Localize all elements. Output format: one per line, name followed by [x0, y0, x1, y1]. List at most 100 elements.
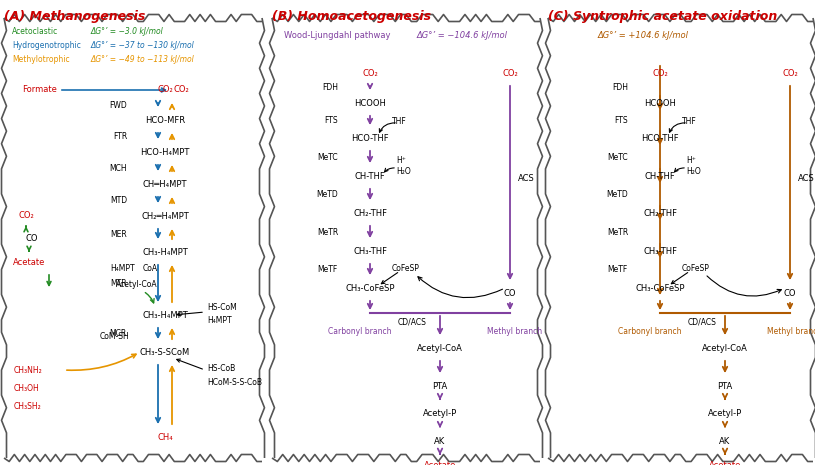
Text: ΔG°’ = −49 to −113 kJ/mol: ΔG°’ = −49 to −113 kJ/mol [90, 55, 194, 65]
Text: CO: CO [26, 233, 38, 243]
Text: MCR: MCR [110, 329, 127, 338]
Text: MCH: MCH [109, 164, 127, 173]
Text: H₄MPT: H₄MPT [207, 315, 231, 325]
Text: Carbonyl branch: Carbonyl branch [619, 326, 682, 336]
Text: FTR: FTR [112, 132, 127, 140]
Text: (A) Methanogenesis: (A) Methanogenesis [4, 10, 145, 23]
Text: CH₂-THF: CH₂-THF [353, 208, 387, 218]
Text: FTS: FTS [615, 116, 628, 125]
Text: HCO-THF: HCO-THF [641, 133, 679, 142]
Text: PTA: PTA [433, 381, 447, 391]
Text: CoA: CoA [143, 264, 157, 272]
Text: MeTD: MeTD [316, 190, 338, 199]
Text: FDH: FDH [322, 84, 338, 93]
Text: MeTC: MeTC [607, 153, 628, 161]
Text: CD/ACS: CD/ACS [398, 317, 427, 326]
Text: Methylotrophic: Methylotrophic [12, 55, 69, 65]
Text: CH₃-THF: CH₃-THF [643, 246, 677, 255]
Text: H⁺: H⁺ [396, 155, 406, 165]
Text: ACS: ACS [798, 173, 815, 182]
Text: CH₃-CoFeSP: CH₃-CoFeSP [635, 284, 685, 292]
Text: CH₃OH: CH₃OH [14, 384, 40, 392]
Text: H⁺: H⁺ [686, 155, 696, 165]
Text: CO₂: CO₂ [502, 68, 518, 78]
Text: AK: AK [720, 437, 730, 445]
Text: HCoM-S-S-CoB: HCoM-S-S-CoB [207, 378, 262, 386]
Text: FDH: FDH [612, 84, 628, 93]
Text: MeTC: MeTC [317, 153, 338, 161]
Text: CO₂: CO₂ [362, 68, 378, 78]
Text: CoFeSP: CoFeSP [392, 264, 420, 272]
Text: HCO-H₄MPT: HCO-H₄MPT [140, 147, 190, 157]
Text: HCO-MFR: HCO-MFR [145, 115, 185, 125]
Text: CH₃-H₄MPT: CH₃-H₄MPT [142, 311, 188, 319]
Text: CD/ACS: CD/ACS [688, 317, 717, 326]
Text: HCO-THF: HCO-THF [351, 133, 389, 142]
Text: Acetyl-P: Acetyl-P [423, 408, 457, 418]
Text: HS-CoM: HS-CoM [207, 303, 236, 312]
Text: ΔG°’ = −3.0 kJ/mol: ΔG°’ = −3.0 kJ/mol [90, 27, 163, 36]
Text: MeTF: MeTF [608, 265, 628, 274]
Text: Methyl branch: Methyl branch [487, 326, 543, 336]
Text: CO₂: CO₂ [18, 211, 34, 219]
FancyBboxPatch shape [551, 21, 810, 455]
Text: Acetate: Acetate [424, 460, 456, 465]
Text: MTR: MTR [110, 279, 127, 288]
Text: CH₃-S-SCoM: CH₃-S-SCoM [140, 347, 190, 357]
Text: FWD: FWD [109, 100, 127, 109]
Text: MER: MER [110, 230, 127, 239]
Text: Wood-Ljungdahl pathway: Wood-Ljungdahl pathway [284, 32, 390, 40]
Text: CH₃SH₂: CH₃SH₂ [14, 401, 42, 411]
Text: Acetyl-P: Acetyl-P [708, 408, 742, 418]
Text: AK: AK [434, 437, 446, 445]
Text: Acetyl-CoA: Acetyl-CoA [702, 344, 748, 352]
Text: H₄MPT: H₄MPT [111, 264, 135, 272]
Text: MeTR: MeTR [317, 227, 338, 237]
Text: CH₃-THF: CH₃-THF [353, 246, 387, 255]
Text: ΔG°’ = +104.6 kJ/mol: ΔG°’ = +104.6 kJ/mol [598, 32, 689, 40]
Text: ΔG°’ = −37 to −130 kJ/mol: ΔG°’ = −37 to −130 kJ/mol [90, 41, 194, 51]
Text: CH₃NH₂: CH₃NH₂ [14, 365, 42, 374]
Text: CoFeSP: CoFeSP [682, 264, 710, 272]
Text: CH₂═H₄MPT: CH₂═H₄MPT [141, 212, 189, 220]
Text: CH₄: CH₄ [157, 432, 173, 441]
Text: HCOOH: HCOOH [644, 99, 676, 107]
Text: MTD: MTD [110, 195, 127, 205]
FancyBboxPatch shape [275, 21, 537, 455]
Text: Acetyl-CoA: Acetyl-CoA [117, 279, 158, 288]
Text: Acetate: Acetate [709, 460, 741, 465]
Text: THF: THF [682, 117, 697, 126]
Text: PTA: PTA [717, 381, 733, 391]
Text: MeTF: MeTF [318, 265, 338, 274]
Text: Formate: Formate [22, 86, 57, 94]
Text: CO₂: CO₂ [652, 68, 667, 78]
Text: CH-THF: CH-THF [355, 172, 385, 180]
Text: FTS: FTS [324, 116, 338, 125]
FancyBboxPatch shape [7, 21, 259, 455]
Text: H₂O: H₂O [396, 166, 411, 175]
Text: CO₂: CO₂ [782, 68, 798, 78]
Text: CH₃-H₄MPT: CH₃-H₄MPT [142, 247, 188, 257]
Text: MeTD: MeTD [606, 190, 628, 199]
Text: CoM-SH: CoM-SH [100, 332, 130, 340]
Text: CO₂: CO₂ [173, 86, 189, 94]
Text: CO₂: CO₂ [157, 86, 173, 94]
Text: CH-THF: CH-THF [645, 172, 676, 180]
Text: (C) Syntrophic acetate oxidation: (C) Syntrophic acetate oxidation [548, 10, 778, 23]
Text: Carbonyl branch: Carbonyl branch [328, 326, 392, 336]
Text: CO: CO [504, 288, 516, 298]
Text: HS-CoB: HS-CoB [207, 364, 236, 372]
Text: CO: CO [784, 288, 796, 298]
Text: CH₃-CoFeSP: CH₃-CoFeSP [346, 284, 394, 292]
Text: Hydrogenotrophic: Hydrogenotrophic [12, 41, 81, 51]
Text: (B) Homoacetogenesis: (B) Homoacetogenesis [272, 10, 431, 23]
Text: THF: THF [392, 117, 407, 126]
Text: Acetyl-CoA: Acetyl-CoA [417, 344, 463, 352]
Text: ACS: ACS [518, 173, 535, 182]
Text: Acetate: Acetate [13, 258, 45, 266]
Text: ΔG°’ = −104.6 kJ/mol: ΔG°’ = −104.6 kJ/mol [417, 32, 508, 40]
Text: CH═H₄MPT: CH═H₄MPT [143, 179, 187, 188]
Text: Acetoclastic: Acetoclastic [12, 27, 58, 36]
Text: H₂O: H₂O [686, 166, 701, 175]
Text: Methyl branch: Methyl branch [768, 326, 815, 336]
